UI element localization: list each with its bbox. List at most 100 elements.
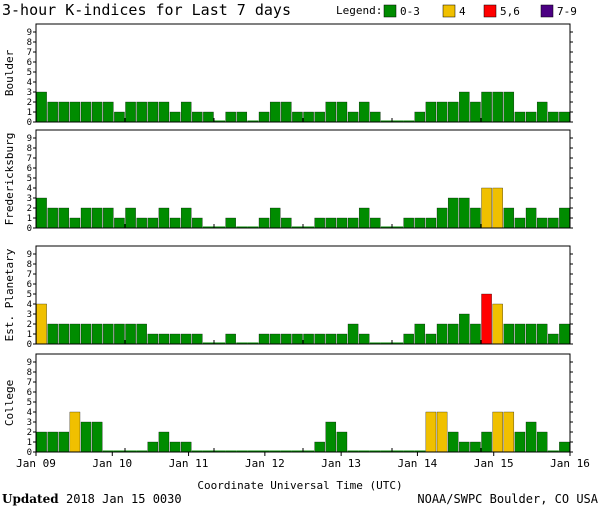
k-bar (236, 342, 248, 344)
k-bar (247, 342, 259, 344)
k-bar (314, 111, 325, 123)
k-bar (380, 120, 392, 122)
k-bar (147, 333, 159, 345)
y-tick-label: 7 (27, 154, 32, 164)
y-tick-label: 6 (27, 164, 32, 174)
k-bar (114, 111, 125, 123)
k-bar (470, 441, 481, 453)
x-tick-label: Jan 16 (550, 457, 590, 470)
k-bar (292, 333, 303, 345)
k-bar (514, 323, 526, 345)
k-bar (425, 217, 437, 229)
k-bar (347, 450, 359, 452)
x-tick-label: Jan 09 (16, 457, 56, 470)
k-bar (103, 101, 114, 123)
k-bar (492, 91, 503, 123)
k-bar (203, 111, 214, 123)
k-bar (158, 207, 170, 229)
k-bar (370, 111, 381, 123)
y-tick-label: 0 (27, 448, 32, 458)
y-tick-label: 6 (27, 58, 32, 68)
legend-swatch (540, 4, 554, 18)
k-bar (114, 323, 125, 345)
k-bar (247, 120, 259, 122)
k-bar (481, 91, 492, 123)
y-tick-label: 2 (27, 98, 32, 108)
k-bar (336, 333, 348, 345)
k-bar (392, 120, 404, 122)
k-bar (69, 101, 81, 123)
y-tick-label: 5 (27, 290, 32, 300)
y-tick-label: 7 (27, 270, 32, 280)
y-tick-label: 3 (27, 194, 32, 204)
k-bar (69, 323, 81, 345)
k-bar (192, 111, 203, 123)
panel-frame (35, 23, 571, 123)
k-bar (225, 217, 236, 229)
k-bar (525, 111, 537, 123)
x-tick-label: Jan 10 (92, 457, 132, 470)
k-bar (370, 217, 381, 229)
y-tick-label: 0 (27, 118, 32, 128)
k-bar (492, 303, 503, 345)
panel-label: Boulder (3, 49, 16, 96)
k-bar (459, 313, 470, 345)
k-bar (325, 101, 337, 123)
k-bar (80, 101, 92, 123)
k-bar (169, 441, 181, 453)
k-bar (403, 333, 414, 345)
y-tick-label: 9 (27, 358, 32, 368)
k-bar (58, 323, 70, 345)
k-bar (214, 120, 226, 122)
k-bar (425, 101, 437, 123)
k-bar (481, 293, 492, 345)
k-bar (358, 333, 370, 345)
k-bar (180, 333, 192, 345)
updated-label: Updated (2, 492, 59, 506)
k-bar (369, 342, 381, 344)
k-bar (214, 342, 226, 344)
k-bar (459, 441, 470, 453)
k-bar (269, 101, 281, 123)
k-bar (559, 323, 570, 345)
k-bar (202, 342, 214, 344)
k-bar (503, 207, 515, 229)
k-bar (36, 91, 47, 123)
k-bar (503, 411, 515, 453)
k-bar (392, 342, 404, 344)
k-bar (436, 411, 448, 453)
k-bar (380, 342, 392, 344)
k-bar (236, 226, 248, 228)
k-bar (425, 411, 437, 453)
panel-label: Est. Planetary (3, 248, 16, 341)
k-bar (180, 207, 192, 229)
k-bar (258, 217, 270, 229)
x-tick-label: Jan 13 (321, 457, 361, 470)
k-bar (314, 333, 325, 345)
y-tick-label: 8 (27, 260, 32, 270)
k-bar (414, 450, 426, 452)
k-bar (269, 450, 281, 452)
y-tick-label: 3 (27, 88, 32, 98)
k-bar (414, 217, 426, 229)
k-bar (114, 217, 125, 229)
k-bar (225, 450, 237, 452)
k-bar (58, 431, 70, 453)
k-bar (303, 226, 315, 228)
k-bar (536, 431, 548, 453)
legend: Legend: 0-3 4 5,6 7-9 (336, 4, 577, 18)
k-bar (247, 226, 259, 228)
k-bar (414, 111, 426, 123)
y-tick-label: 3 (27, 418, 32, 428)
k-bar (481, 431, 492, 453)
k-bar (269, 333, 281, 345)
k-bar (136, 101, 147, 123)
k-bar (202, 226, 214, 228)
k-bar (281, 217, 292, 229)
k-bar (281, 333, 292, 345)
k-bar (536, 323, 548, 345)
y-tick-label: 5 (27, 398, 32, 408)
k-bar (291, 226, 303, 228)
